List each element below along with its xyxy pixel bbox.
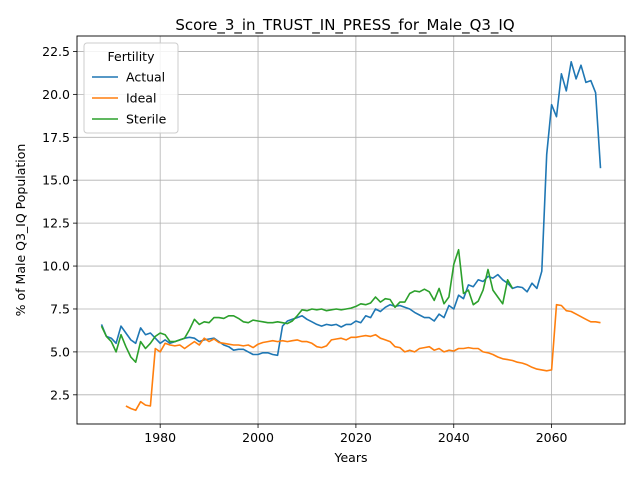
chart-title: Score_3_in_TRUST_IN_PRESS_for_Male_Q3_IQ: [175, 16, 514, 35]
series-lines: [100, 60, 602, 412]
legend: Fertility Actual Ideal Sterile: [83, 42, 179, 134]
legend-box: [83, 42, 179, 134]
y-tick-label: 5.0: [50, 344, 70, 359]
x-tick-label: 2020: [340, 430, 372, 445]
y-tick-label: 17.5: [42, 130, 70, 145]
x-tick-label: 2000: [242, 430, 274, 445]
legend-title: Fertility: [108, 49, 156, 64]
x-axis-label: Years: [334, 450, 368, 465]
y-tick-label: 20.0: [42, 87, 70, 102]
y-tick-label: 2.5: [50, 387, 70, 402]
legend-label-ideal: Ideal: [126, 91, 156, 106]
grid-lines: [77, 36, 625, 424]
y-axis-label: % of Male Q3_IQ Population: [13, 144, 28, 317]
y-tick-label: 22.5: [42, 44, 70, 59]
legend-label-actual: Actual: [126, 70, 165, 85]
x-tick-label: 2040: [438, 430, 470, 445]
legend-label-sterile: Sterile: [126, 112, 167, 127]
y-tick-label: 10.0: [42, 259, 70, 274]
series-line-sterile: [100, 248, 514, 364]
plot-frame: [76, 35, 626, 425]
series-line-ideal: [125, 303, 601, 412]
y-tick-label: 15.0: [42, 173, 70, 188]
x-axis: 1980 2000 2020 2040 2060: [144, 424, 568, 445]
y-tick-label: 7.5: [50, 301, 70, 316]
y-axis: 2.5 5.0 7.5 10.0 12.5 15.0 17.5 20.0 22.5: [42, 44, 77, 402]
x-tick-label: 1980: [144, 430, 176, 445]
y-tick-label: 12.5: [42, 216, 70, 231]
x-tick-label: 2060: [536, 430, 568, 445]
